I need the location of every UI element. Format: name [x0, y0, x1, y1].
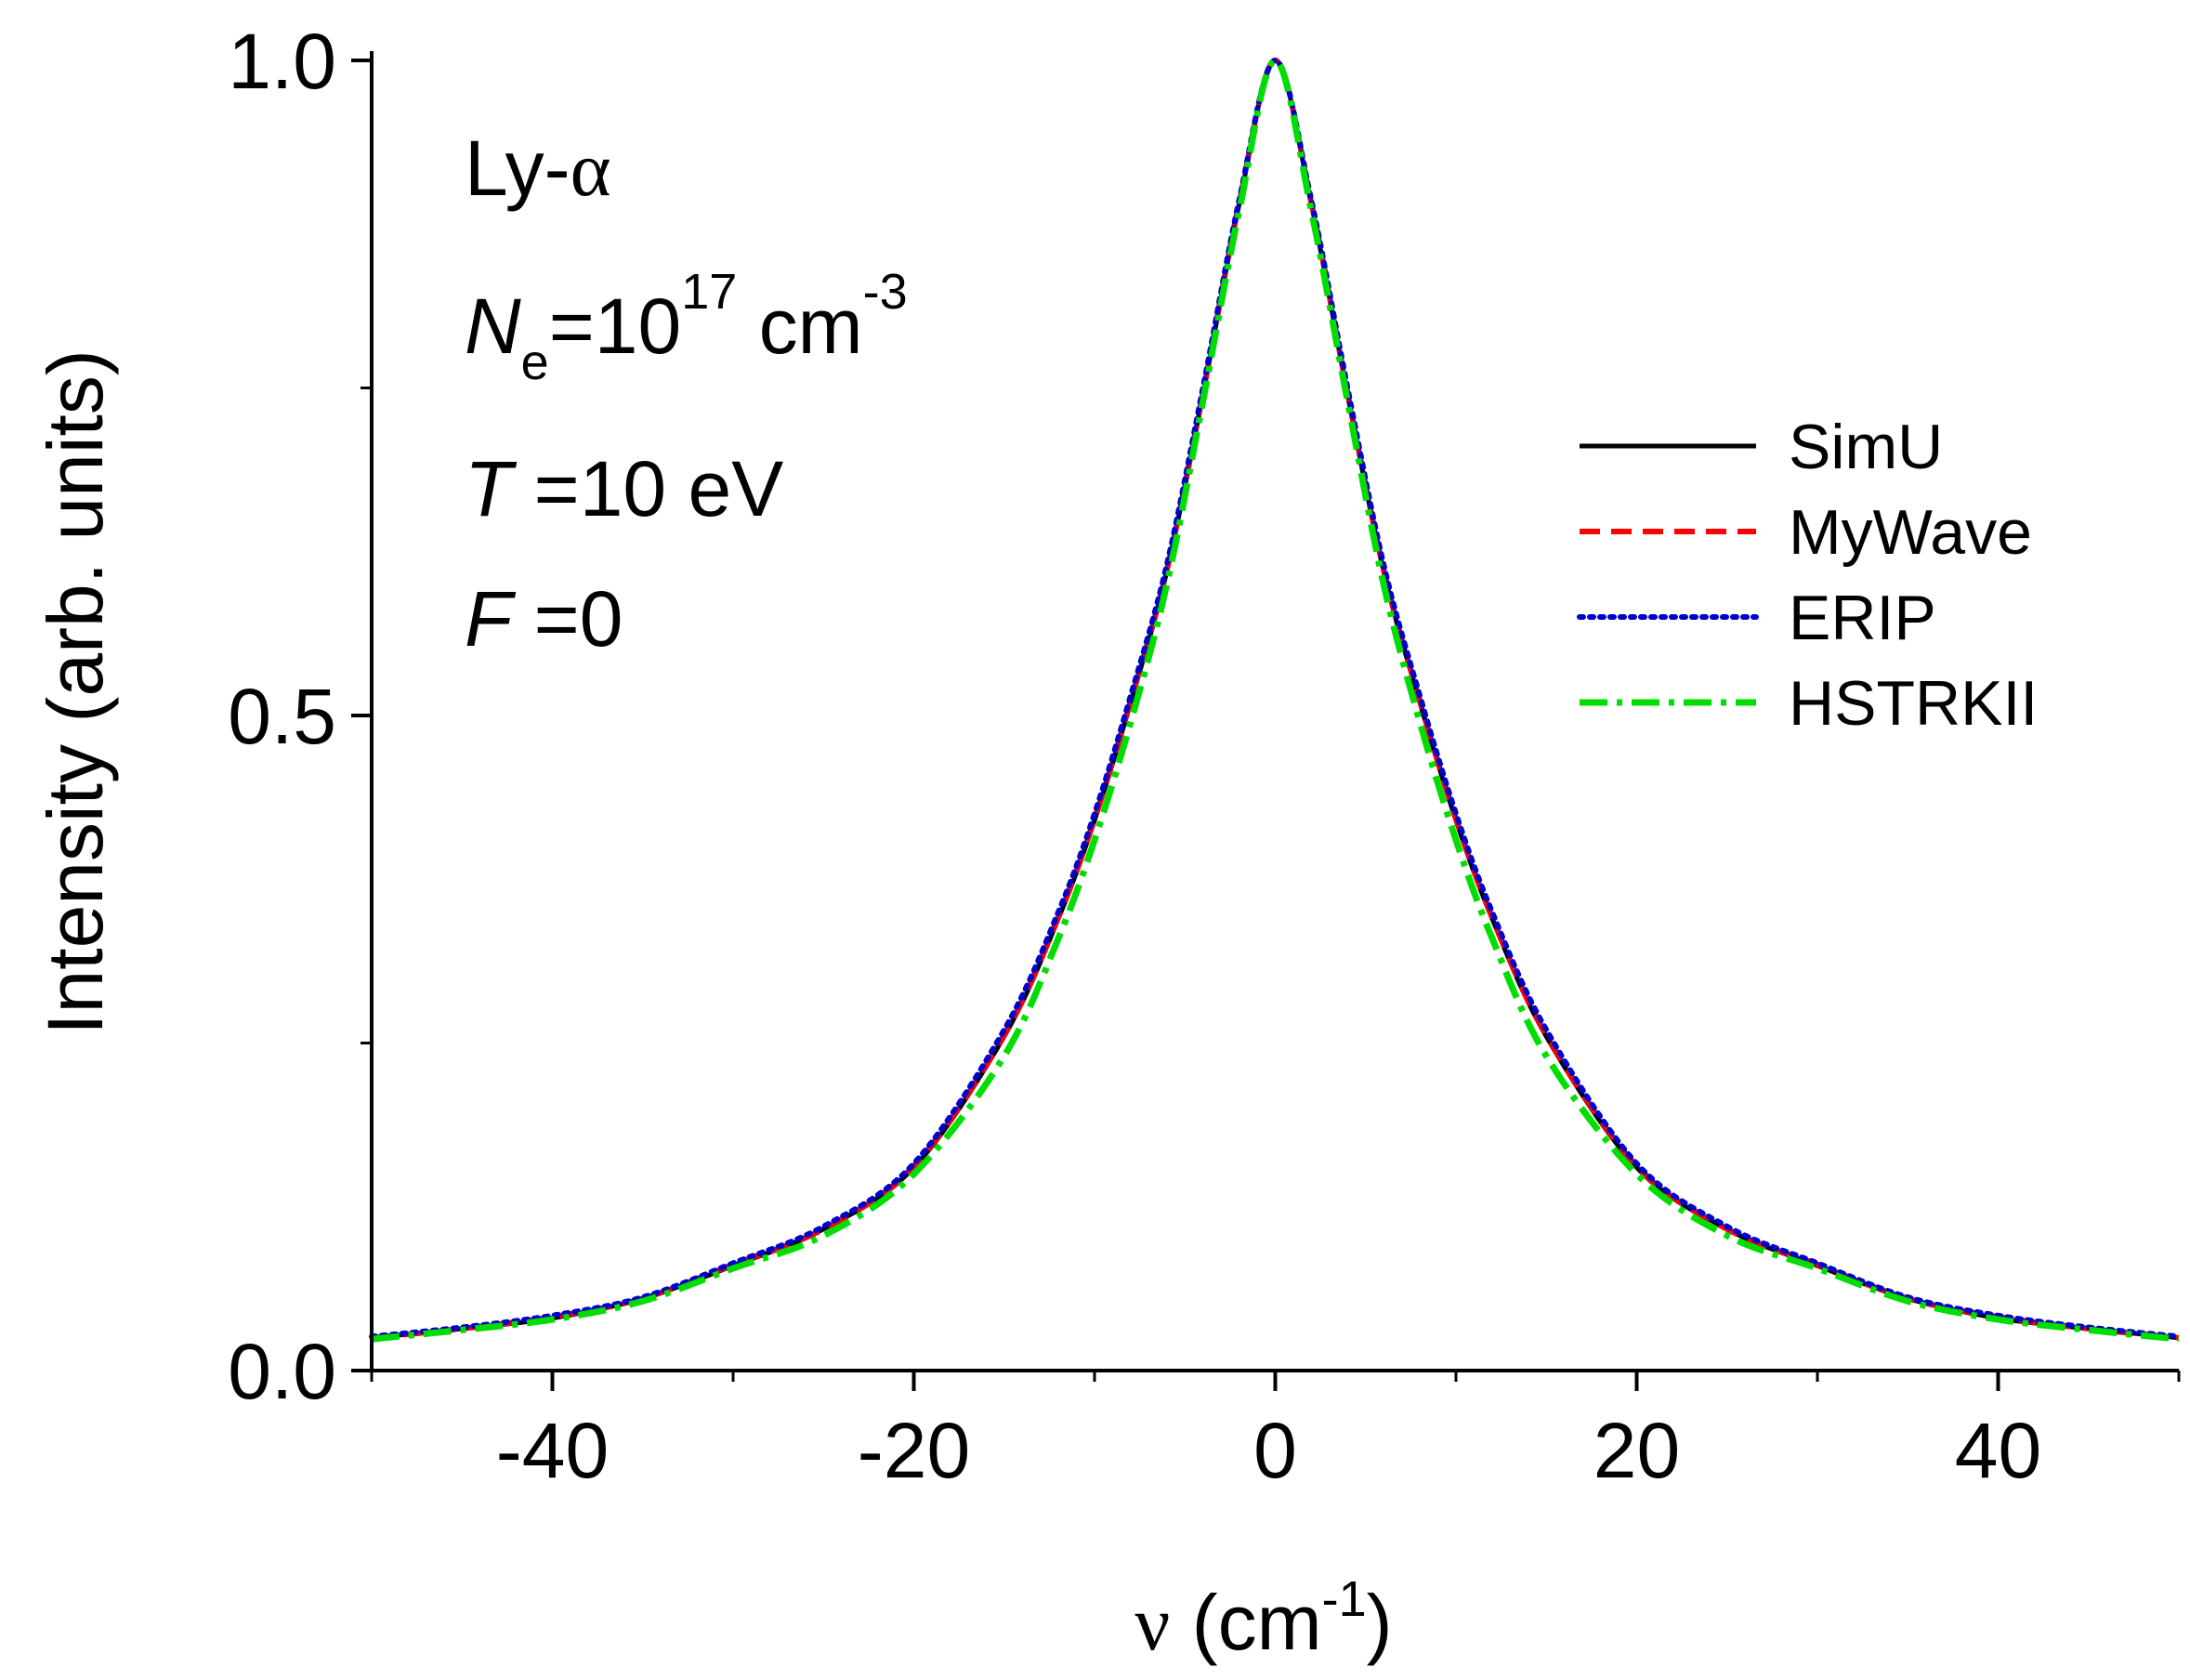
annotation-density: Ne=1017 cm-3 [465, 264, 908, 390]
legend-label-mywave: MyWave [1789, 497, 2032, 568]
legend-label-simu: SimU [1789, 412, 1943, 482]
ticks: -40 -20 0 20 40 0.0 0.5 1.0 [228, 18, 2181, 1494]
annotation-temperature: T =10 eV [465, 445, 783, 532]
plot-area [369, 57, 2182, 1343]
annotation-block: Ly-α Ne=1017 cm-3 T =10 eV F =0 [465, 125, 908, 663]
series-line-erip [369, 57, 2182, 1340]
y-tick-label: 0.0 [228, 1328, 336, 1415]
y-tick-label: 0.5 [228, 673, 336, 760]
x-tick-label: 20 [1593, 1407, 1680, 1494]
y-axis-title: Intensity (arb. units) [32, 349, 119, 1035]
legend-label-hstrkii: HSTRKII [1789, 668, 2038, 739]
x-tick-label: -40 [496, 1407, 609, 1494]
y-tick-label: 1.0 [228, 18, 336, 105]
x-tick-label: -20 [858, 1407, 970, 1494]
x-tick-label: 0 [1253, 1407, 1297, 1494]
annotation-field: F =0 [465, 575, 623, 663]
annotation-line: Ly-α [465, 125, 611, 213]
legend-label-erip: ERIP [1789, 583, 1936, 653]
legend: SimU MyWave ERIP HSTRKII [1577, 412, 2038, 739]
series-line-hstrkii [371, 57, 2180, 1343]
x-axis-title: ν (cm-1) [1134, 1571, 1392, 1667]
x-tick-label: 40 [1955, 1407, 2041, 1494]
